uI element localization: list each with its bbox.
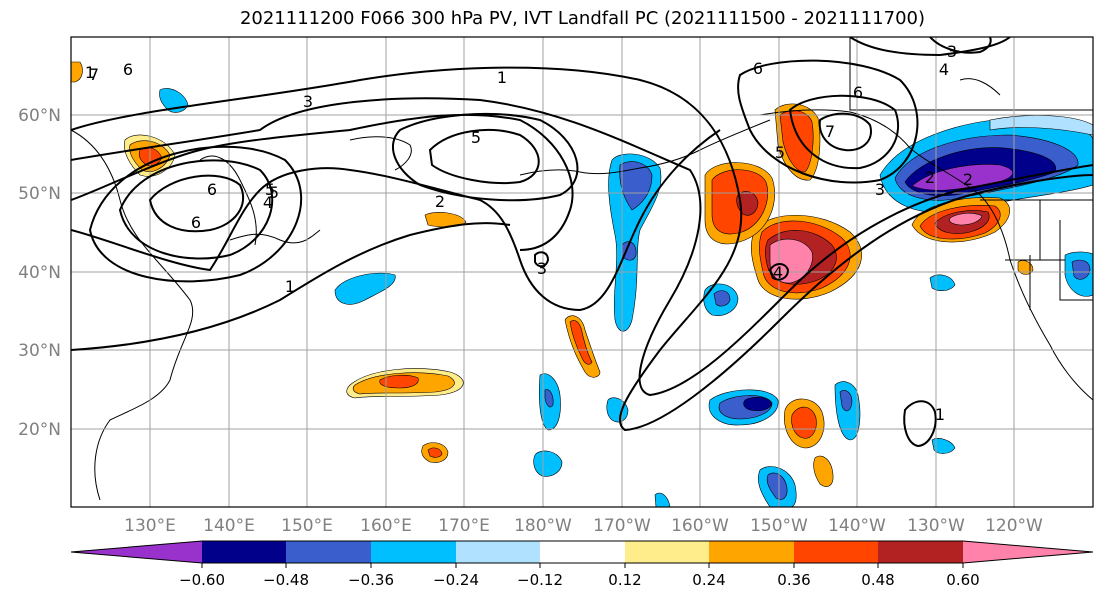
contour-label: 3 <box>537 259 547 278</box>
lon-label: 160°W <box>671 516 729 536</box>
contour-label: 1 <box>85 63 95 82</box>
lat-label: 50°N <box>18 184 61 204</box>
colorbar-tick-label: −0.60 <box>179 571 225 589</box>
colorbar-tick-label: 0.12 <box>608 571 641 589</box>
contour-label: 4 <box>263 193 273 212</box>
contour-label: 6 <box>191 213 201 232</box>
lon-label: 170°W <box>593 516 651 536</box>
contour-label: 5 <box>471 128 481 147</box>
colorbar-extend-low <box>71 541 202 563</box>
colorbar-tick-label: 0.60 <box>946 571 979 589</box>
colorbar-tick-label: −0.36 <box>348 571 394 589</box>
longitude-labels: 130°E 140°E 150°E 160°E 170°E 180°W 170°… <box>124 516 1043 536</box>
colorbar-tick-label: −0.24 <box>433 571 479 589</box>
colorbar-segment <box>878 541 963 563</box>
contour-label: 1 <box>497 68 507 87</box>
contour-label: 5 <box>775 143 785 162</box>
coastlines <box>71 37 1093 501</box>
lon-label: 130°E <box>124 516 176 536</box>
contour-label: 2 <box>963 170 973 189</box>
lat-label: 60°N <box>18 106 61 126</box>
lon-label: 150°E <box>281 516 333 536</box>
colorbar-tick-label: 0.24 <box>692 571 725 589</box>
lon-label: 120°W <box>985 516 1043 536</box>
lat-label: 30°N <box>18 341 61 361</box>
latitude-labels: 60°N 50°N 40°N 30°N 20°N <box>18 106 61 440</box>
colorbar-segment <box>794 541 878 563</box>
contour-labels: 1 1 1 1 2 2 2 3 3 3 3 4 4 4 5 5 5 5 6 6 … <box>85 42 973 424</box>
colorbar <box>70 540 1094 564</box>
colorbar-segment <box>371 541 456 563</box>
contour-label: 3 <box>303 92 313 111</box>
colorbar-segment <box>625 541 709 563</box>
contour-label: 6 <box>123 60 133 79</box>
colorbar-segment <box>540 541 625 563</box>
lon-label: 150°W <box>750 516 808 536</box>
lon-label: 180°W <box>514 516 572 536</box>
contour-label: 7 <box>825 122 835 141</box>
contour-label: 2 <box>435 192 445 211</box>
contour-label: 4 <box>773 263 783 282</box>
lat-label: 40°N <box>18 263 61 283</box>
colorbar-tick-label: 0.48 <box>861 571 894 589</box>
contour-label: 6 <box>853 83 863 102</box>
contour-label: 6 <box>207 180 217 199</box>
contour-label: 5 <box>269 183 279 202</box>
contour-label: 6 <box>753 59 763 78</box>
lon-label: 130°W <box>907 516 965 536</box>
contour-label: 5 <box>265 180 275 199</box>
colorbar-tick-label: −0.12 <box>517 571 563 589</box>
map-title: 2021111200 F066 300 hPa PV, IVT Landfall… <box>239 8 926 29</box>
contour-label: 3 <box>947 42 957 61</box>
contour-label: 1 <box>285 277 295 296</box>
lon-label: 140°W <box>828 516 886 536</box>
contour-label: 7 <box>89 65 99 84</box>
contour-label: 2 <box>925 168 935 187</box>
ivt-contours <box>71 37 1093 448</box>
lon-label: 140°E <box>203 516 255 536</box>
colorbar-segment <box>709 541 794 563</box>
colorbar-segment <box>202 541 286 563</box>
pv-fill-layer <box>71 61 1093 507</box>
lon-label: 160°E <box>360 516 412 536</box>
colorbar-ticks: −0.60 −0.48 −0.36 −0.24 −0.12 0.12 0.24 … <box>179 563 980 589</box>
lat-label: 20°N <box>18 420 61 440</box>
colorbar-extend-high <box>963 541 1093 563</box>
colorbar-segment <box>286 541 371 563</box>
contour-label: 4 <box>939 60 949 79</box>
plot-frame <box>70 36 1094 508</box>
colorbar-tick-label: 0.36 <box>777 571 810 589</box>
colorbar-segment <box>456 541 540 563</box>
contour-label: 3 <box>875 180 885 199</box>
contour-label: 1 <box>935 405 945 424</box>
colorbar-tick-label: −0.48 <box>263 571 309 589</box>
lon-label: 170°E <box>438 516 490 536</box>
